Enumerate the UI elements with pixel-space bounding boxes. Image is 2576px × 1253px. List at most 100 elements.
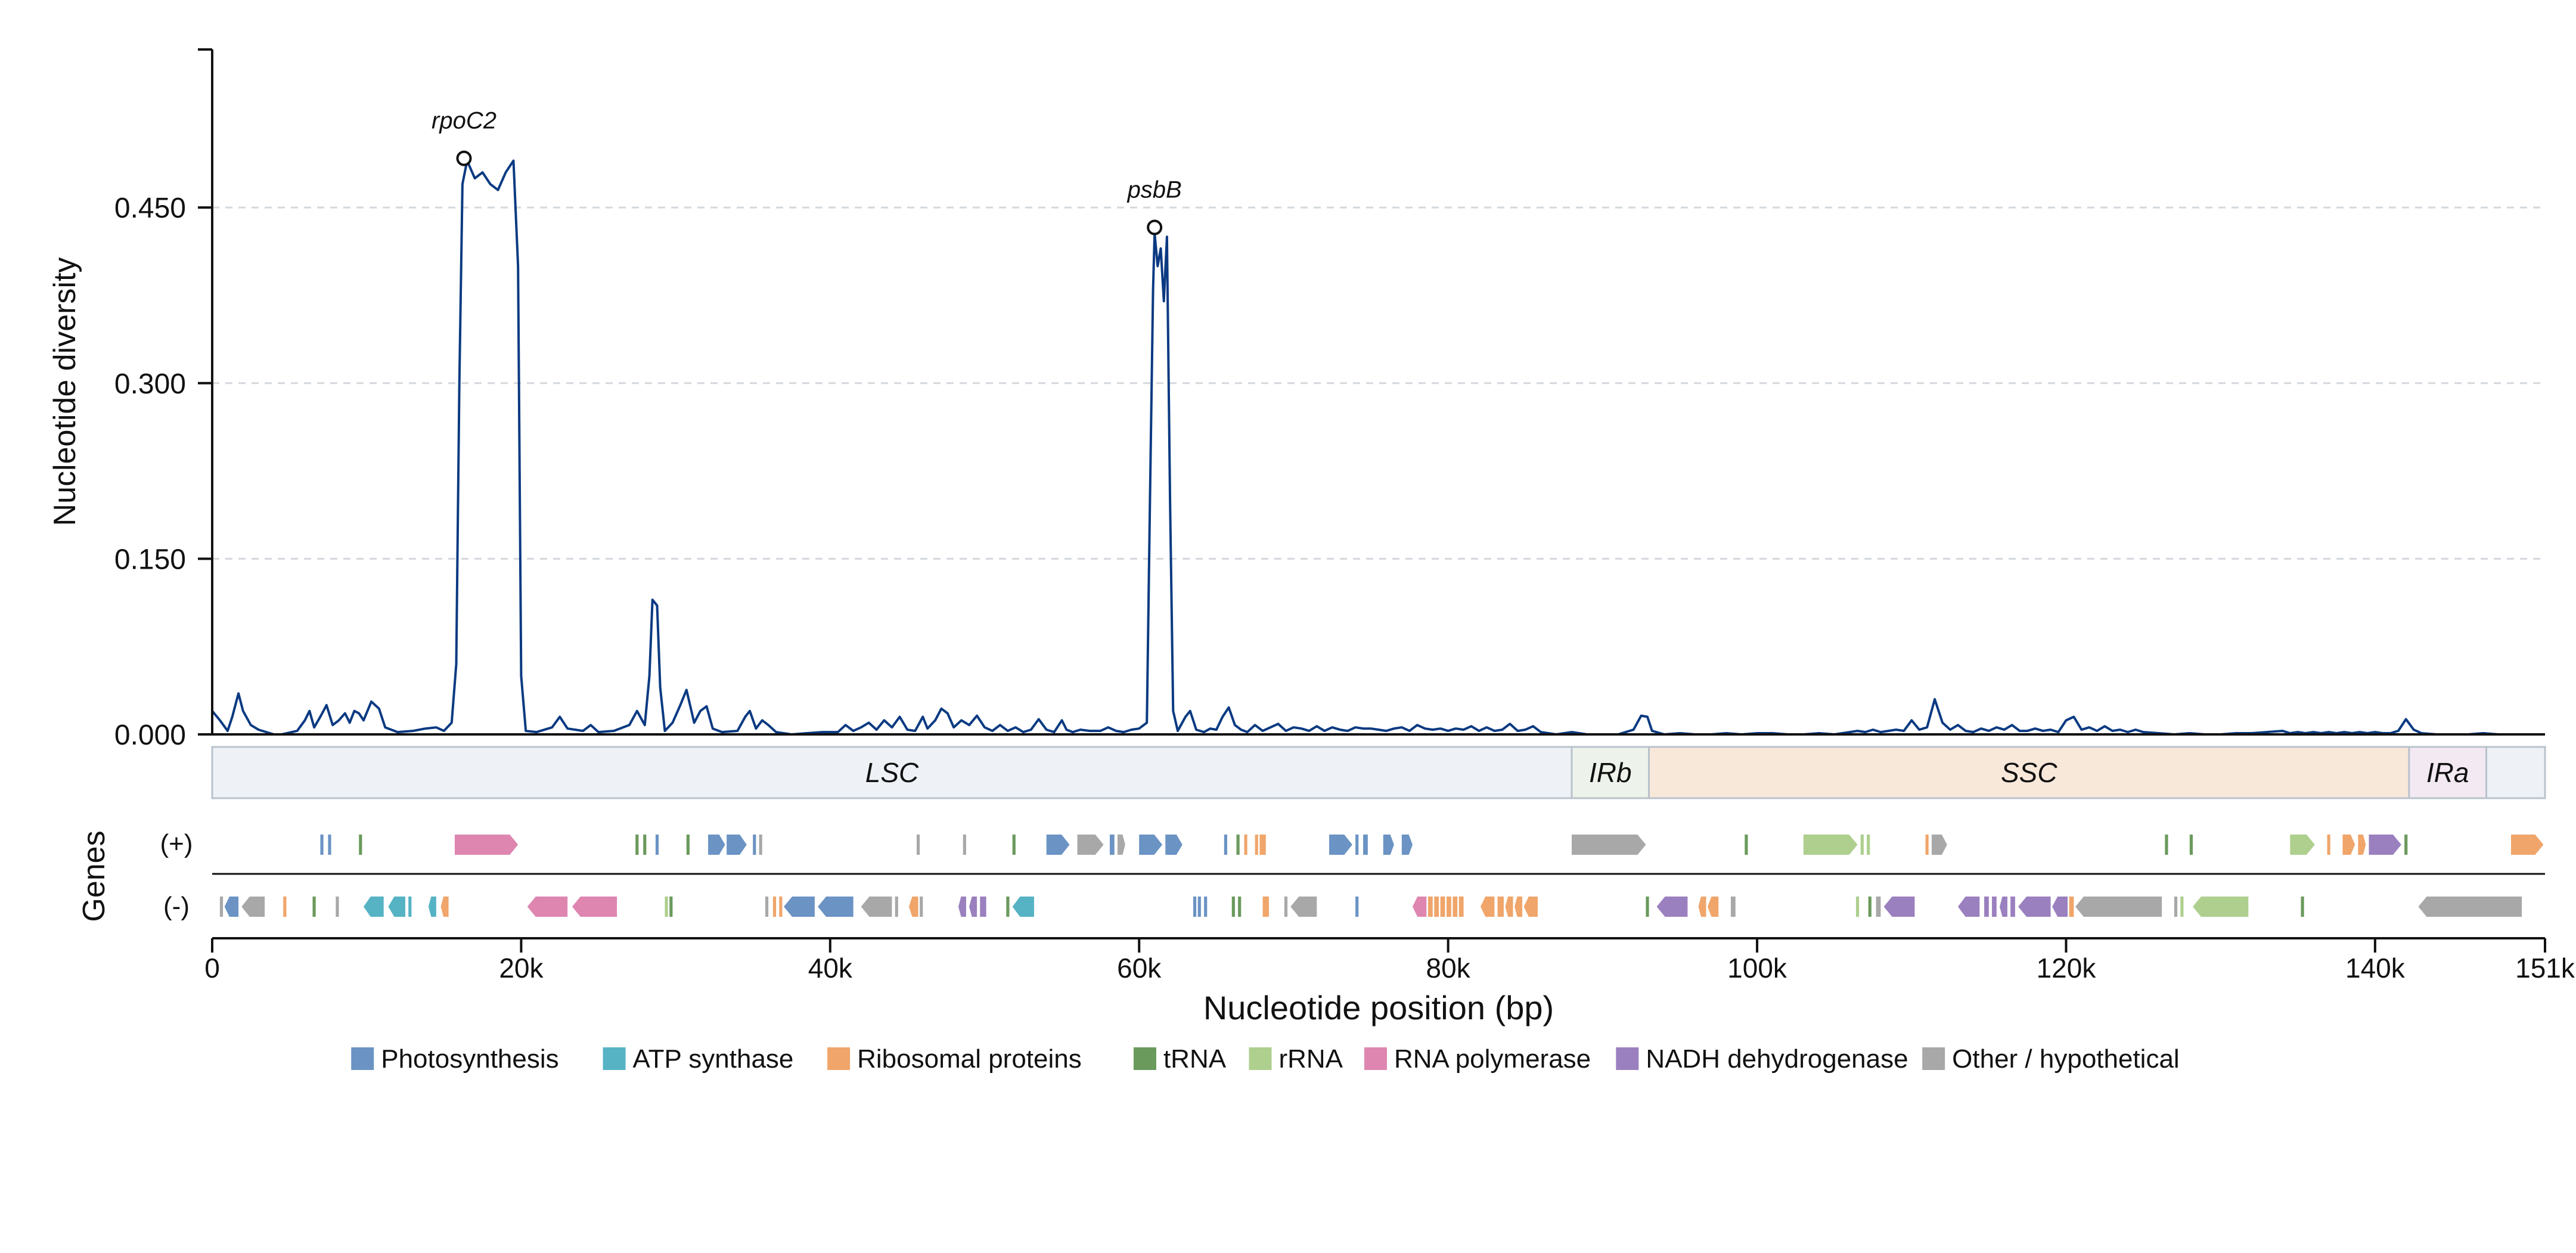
gene-arrow	[336, 897, 339, 917]
axes	[198, 48, 2545, 939]
gene-arrow	[2404, 835, 2408, 855]
gene-arrow	[779, 897, 783, 917]
gene-arrow	[1355, 897, 1359, 917]
legend-label: Photosynthesis	[381, 1044, 558, 1074]
peak-marker	[1147, 219, 1163, 235]
genes-label: Genes	[77, 830, 111, 922]
x-tick-label: 80k	[1426, 953, 1471, 984]
gene-arrow	[643, 835, 647, 855]
gene-arrow	[440, 897, 449, 917]
gene-arrow	[1290, 897, 1317, 917]
region-label: IRa	[2426, 757, 2469, 788]
gene-arrow	[1109, 835, 1115, 855]
region-box	[2485, 746, 2546, 799]
gene-arrow	[980, 897, 986, 917]
peak-annotations: rpoC2 psbB	[432, 108, 1182, 235]
gene-arrow	[1855, 897, 1860, 917]
gene-arrow	[1745, 835, 1748, 855]
legend-label: rRNA	[1278, 1044, 1343, 1074]
gene-arrow	[969, 897, 977, 917]
gene-arrow	[428, 897, 436, 917]
gene-arrow	[359, 835, 362, 855]
gene-arrow	[1231, 897, 1235, 917]
gene-arrow	[454, 835, 519, 855]
gene-arrow	[1413, 897, 1427, 917]
gridlines	[212, 206, 2545, 560]
gene-arrow	[241, 897, 265, 917]
gene-arrow	[1401, 835, 1413, 855]
gene-arrow	[1453, 897, 1458, 917]
gene-arrow	[1363, 835, 1368, 855]
gene-arrow	[1355, 835, 1359, 855]
gene-arrow	[727, 835, 747, 855]
diversity-line-layer	[211, 159, 2545, 736]
gene-arrow	[1958, 897, 1980, 917]
x-tick-label: 60k	[1117, 953, 1162, 984]
gene-arrow	[1458, 897, 1464, 917]
gene-arrow	[1514, 897, 1523, 917]
legend-swatch	[1616, 1047, 1639, 1070]
strand-plus-label: (+)	[160, 829, 193, 858]
gene-arrow	[1572, 835, 1646, 855]
gene-arrow	[1523, 897, 1538, 917]
gene-arrow	[655, 835, 659, 855]
gene-arrow	[2418, 897, 2522, 917]
gene-arrow	[1255, 835, 1258, 855]
gene-arrow	[320, 835, 324, 855]
gene-arrow	[2180, 897, 2184, 917]
gene-arrow	[1204, 897, 1208, 917]
x-tick-label: 151k	[2515, 953, 2575, 984]
gene-arrow	[1708, 897, 1719, 917]
gene-arrow	[328, 835, 331, 855]
legend-swatch	[1133, 1047, 1156, 1070]
gene-arrow	[2290, 835, 2315, 855]
gene-arrow	[1656, 897, 1688, 917]
gene-arrow	[1012, 835, 1016, 855]
gene-arrow	[388, 897, 406, 917]
region-box	[1571, 746, 1650, 799]
gene-arrow	[2301, 897, 2304, 917]
gene-arrow	[759, 835, 762, 855]
strand-minus-label: (-)	[163, 892, 190, 921]
gene-arrow	[1497, 897, 1504, 917]
x-tick-label: 140k	[2345, 953, 2406, 984]
gene-arrow	[1046, 835, 1070, 855]
gene-arrow	[408, 897, 412, 917]
gene-arrow	[1860, 835, 1864, 855]
legend-label: Other / hypothetical	[1952, 1044, 2180, 1074]
gene-arrow	[1224, 835, 1227, 855]
legend-label: NADH dehydrogenase	[1646, 1044, 1908, 1074]
gene-arrow	[1440, 897, 1445, 917]
gene-arrow	[2327, 835, 2330, 855]
region-label: IRb	[1589, 757, 1632, 788]
gene-arrow	[1505, 897, 1513, 917]
x-tick-label: 20k	[499, 953, 544, 984]
gene-arrow	[2018, 897, 2051, 917]
gene-arrow	[1117, 835, 1125, 855]
gene-arrow	[2069, 897, 2074, 917]
gene-arrow	[708, 835, 725, 855]
gene-arrow	[784, 897, 815, 917]
diversity-line	[211, 159, 2545, 736]
gene-arrow	[1259, 835, 1266, 855]
gene-arrow	[1984, 897, 1989, 917]
gene-arrow	[1992, 897, 1997, 917]
x-axis-label: Nucleotide position (bp)	[1203, 989, 1554, 1026]
gene-arrow	[1329, 835, 1352, 855]
gene-arrow	[1193, 897, 1197, 917]
x-tick-label: 120k	[2037, 953, 2097, 984]
y-axis-label: Nucleotide diversity	[48, 258, 82, 526]
y-tick-label: 0.300	[114, 368, 186, 400]
gene-arrow	[527, 897, 568, 917]
legend-swatch	[1364, 1047, 1387, 1070]
gene-arrow	[916, 835, 920, 855]
gene-arrow	[1244, 835, 1247, 855]
peak-label: rpoC2	[432, 108, 496, 134]
gene-arrow	[1698, 897, 1706, 917]
legend-label: ATP synthase	[633, 1044, 794, 1074]
gene-arrow	[1434, 897, 1439, 917]
gene-arrow	[772, 897, 777, 917]
y-tick-label: 0.000	[114, 719, 186, 751]
gene-arrow	[219, 897, 224, 917]
